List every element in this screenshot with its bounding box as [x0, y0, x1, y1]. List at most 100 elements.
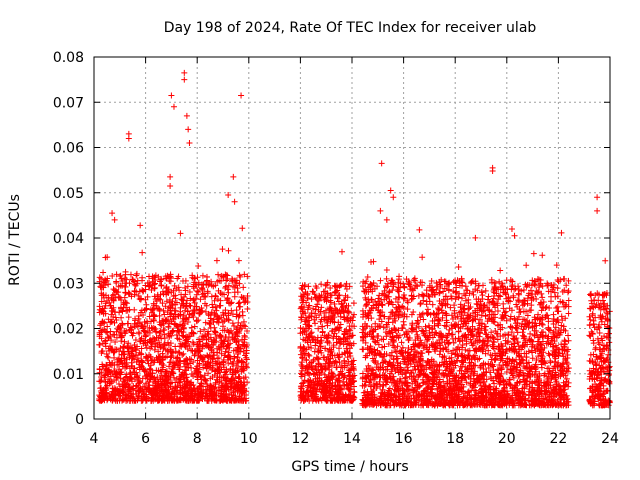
data-point: [377, 277, 384, 284]
data-point: [139, 249, 146, 256]
data-point: [187, 303, 194, 310]
data-point: [172, 301, 179, 308]
data-point: [400, 318, 407, 325]
data-point: [225, 247, 232, 254]
data-point: [236, 272, 243, 279]
data-point: [150, 312, 157, 319]
data-point: [110, 313, 117, 320]
data-point: [215, 271, 222, 278]
data-point: [137, 222, 144, 229]
data-point: [184, 283, 191, 290]
data-point: [124, 320, 131, 327]
data-point: [240, 284, 247, 291]
data-point: [336, 345, 343, 352]
data-point: [231, 289, 238, 296]
data-point: [193, 318, 200, 325]
data-point: [190, 307, 197, 314]
data-point: [182, 284, 189, 291]
data-point: [209, 301, 216, 308]
data-point: [199, 272, 206, 279]
data-point: [538, 364, 545, 371]
data-point: [121, 283, 128, 290]
data-point: [158, 335, 165, 342]
data-point: [360, 346, 367, 353]
data-point: [234, 354, 241, 361]
data-point: [100, 269, 107, 276]
data-point: [144, 357, 151, 364]
data-point: [213, 257, 220, 264]
data-point: [515, 290, 522, 297]
data-point: [338, 362, 345, 369]
data-points: [96, 69, 613, 409]
data-point: [191, 323, 198, 330]
data-point: [143, 344, 150, 351]
data-point: [194, 357, 201, 364]
data-point: [455, 264, 462, 271]
data-point: [416, 226, 423, 233]
data-point: [119, 308, 126, 315]
data-point: [229, 320, 236, 327]
data-point: [232, 374, 239, 381]
data-point: [485, 293, 492, 300]
data-point: [236, 303, 243, 310]
data-point: [165, 324, 172, 331]
data-point: [212, 312, 219, 319]
data-point: [235, 257, 242, 264]
data-point: [377, 312, 384, 319]
data-point: [231, 323, 238, 330]
data-point: [482, 287, 489, 294]
data-point: [235, 300, 242, 307]
data-point: [217, 302, 224, 309]
data-point: [122, 271, 129, 278]
data-point: [461, 302, 468, 309]
data-point: [429, 301, 436, 308]
data-point: [160, 290, 167, 297]
data-point: [204, 273, 211, 280]
data-point: [318, 281, 325, 288]
data-point: [404, 306, 411, 313]
data-point: [224, 296, 231, 303]
data-point: [239, 225, 246, 232]
data-point: [472, 234, 479, 241]
data-point: [118, 351, 125, 358]
data-point: [121, 338, 128, 345]
data-point: [364, 273, 371, 280]
data-point: [375, 295, 382, 302]
data-point: [240, 318, 247, 325]
data-point: [173, 331, 180, 338]
data-point: [169, 298, 176, 305]
data-point: [503, 277, 510, 284]
data-point: [96, 341, 103, 348]
data-point: [561, 337, 568, 344]
data-point: [338, 248, 345, 255]
data-point: [171, 282, 178, 289]
data-point: [350, 300, 357, 307]
data-point: [410, 308, 417, 315]
data-point: [236, 280, 243, 287]
data-point: [330, 333, 337, 340]
data-point: [185, 314, 192, 321]
data-point: [223, 277, 230, 284]
data-point: [392, 327, 399, 334]
data-point: [548, 293, 555, 300]
data-point: [160, 345, 167, 352]
data-point: [97, 378, 104, 385]
data-point: [244, 306, 251, 313]
data-point: [212, 292, 219, 299]
data-point: [565, 310, 572, 317]
data-point: [135, 292, 142, 299]
data-point: [117, 345, 124, 352]
data-point: [188, 324, 195, 331]
data-point: [391, 326, 398, 333]
data-point: [237, 273, 244, 280]
data-point: [554, 285, 561, 292]
data-point: [417, 301, 424, 308]
data-point: [470, 291, 477, 298]
data-point: [314, 355, 321, 362]
data-point: [466, 305, 473, 312]
data-point: [109, 273, 116, 280]
data-point: [113, 279, 120, 286]
data-point: [233, 307, 240, 314]
data-point: [116, 348, 123, 355]
